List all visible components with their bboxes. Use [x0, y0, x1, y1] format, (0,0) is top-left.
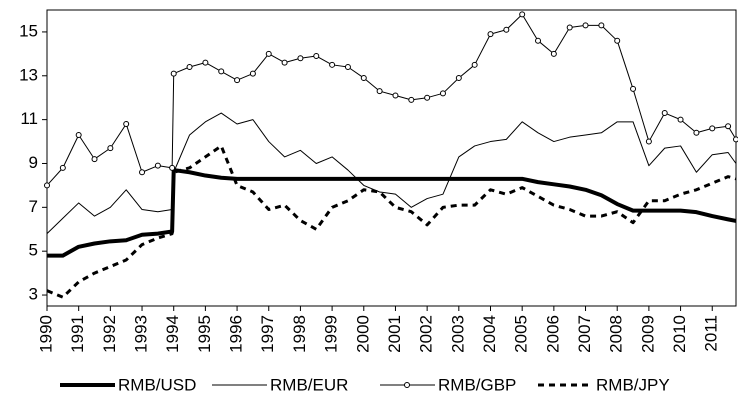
series-marker — [392, 92, 399, 99]
series-marker — [487, 31, 494, 38]
y-tick-label: 5 — [29, 241, 38, 260]
x-tick-label: 1994 — [163, 315, 182, 353]
series-marker — [566, 24, 573, 31]
series-marker — [107, 145, 114, 152]
legend-label: RMB/JPY — [596, 375, 670, 394]
series-marker — [170, 70, 177, 77]
x-tick-label: 2000 — [353, 315, 372, 353]
series-marker — [139, 169, 146, 176]
x-tick-label: 1999 — [322, 315, 341, 353]
series-marker — [169, 164, 176, 171]
x-tick-label: 1993 — [132, 315, 151, 353]
series-line — [46, 112, 737, 235]
x-tick-label: 1998 — [290, 315, 309, 353]
legend-label: RMB/EUR — [270, 375, 348, 394]
series-marker — [376, 88, 383, 95]
series-marker — [186, 64, 193, 71]
series-marker — [202, 59, 209, 66]
series-marker — [75, 131, 82, 138]
series-marker — [91, 156, 98, 163]
series-marker — [519, 11, 526, 18]
plot-frame — [46, 9, 737, 307]
series-marker — [725, 123, 732, 130]
y-tick-label: 15 — [19, 21, 38, 40]
x-tick-label: 2005 — [512, 315, 531, 353]
x-tick-label: 1996 — [227, 315, 246, 353]
series-marker — [677, 116, 684, 123]
series-line — [46, 144, 737, 299]
x-tick-label: 2009 — [638, 315, 657, 353]
x-tick-label: 1992 — [100, 315, 119, 353]
series-marker — [218, 68, 225, 75]
x-tick-label: 2004 — [480, 315, 499, 353]
series-marker — [44, 182, 50, 189]
series-marker — [297, 55, 304, 62]
legend-marker — [404, 382, 410, 388]
series-marker — [535, 37, 542, 44]
series-marker — [733, 136, 738, 143]
series-marker — [360, 74, 367, 81]
series-marker — [693, 129, 700, 136]
x-tick-label: 2006 — [543, 315, 562, 353]
x-tick-label: 2002 — [417, 315, 436, 353]
series-marker — [439, 90, 446, 97]
x-tick-label: 1990 — [36, 315, 55, 353]
y-tick-label: 11 — [20, 109, 38, 128]
x-tick-label: 2008 — [607, 315, 626, 353]
x-tick-label: 2007 — [575, 315, 594, 353]
series-marker — [344, 64, 351, 71]
series-marker — [234, 77, 241, 84]
legend-label: RMB/GBP — [438, 375, 516, 394]
x-tick-label: 1997 — [258, 315, 277, 353]
series-marker — [645, 138, 652, 145]
x-tick-label: 2010 — [670, 315, 689, 353]
series-marker — [59, 164, 66, 171]
legend-label: RMB/USD — [118, 375, 196, 394]
series-marker — [661, 110, 668, 117]
series-marker — [424, 94, 431, 101]
series-marker — [249, 70, 256, 77]
series-marker — [582, 22, 589, 29]
series-marker — [598, 22, 605, 29]
series-marker — [550, 50, 557, 57]
series-marker — [265, 50, 272, 57]
y-tick-label: 9 — [29, 153, 38, 172]
y-tick-label: 13 — [19, 65, 38, 84]
x-tick-label: 2001 — [385, 315, 404, 353]
series-marker — [281, 59, 288, 66]
series-line — [46, 13, 737, 186]
series-marker — [154, 162, 161, 169]
series-marker — [123, 121, 130, 128]
series-marker — [313, 53, 320, 60]
series-line — [47, 168, 737, 258]
x-tick-label: 1995 — [195, 315, 214, 353]
x-tick-label: 1991 — [68, 315, 87, 353]
series-marker — [455, 74, 462, 81]
series-marker — [614, 37, 621, 44]
series-marker — [471, 61, 478, 68]
y-tick-label: 3 — [29, 285, 38, 304]
x-tick-label: 2011 — [702, 315, 721, 352]
series-marker — [329, 61, 336, 68]
series-marker — [503, 26, 510, 33]
y-tick-label: 7 — [29, 197, 38, 216]
x-tick-label: 2003 — [448, 315, 467, 353]
series-marker — [630, 85, 637, 92]
series-marker — [408, 96, 415, 103]
series-marker — [709, 125, 716, 132]
